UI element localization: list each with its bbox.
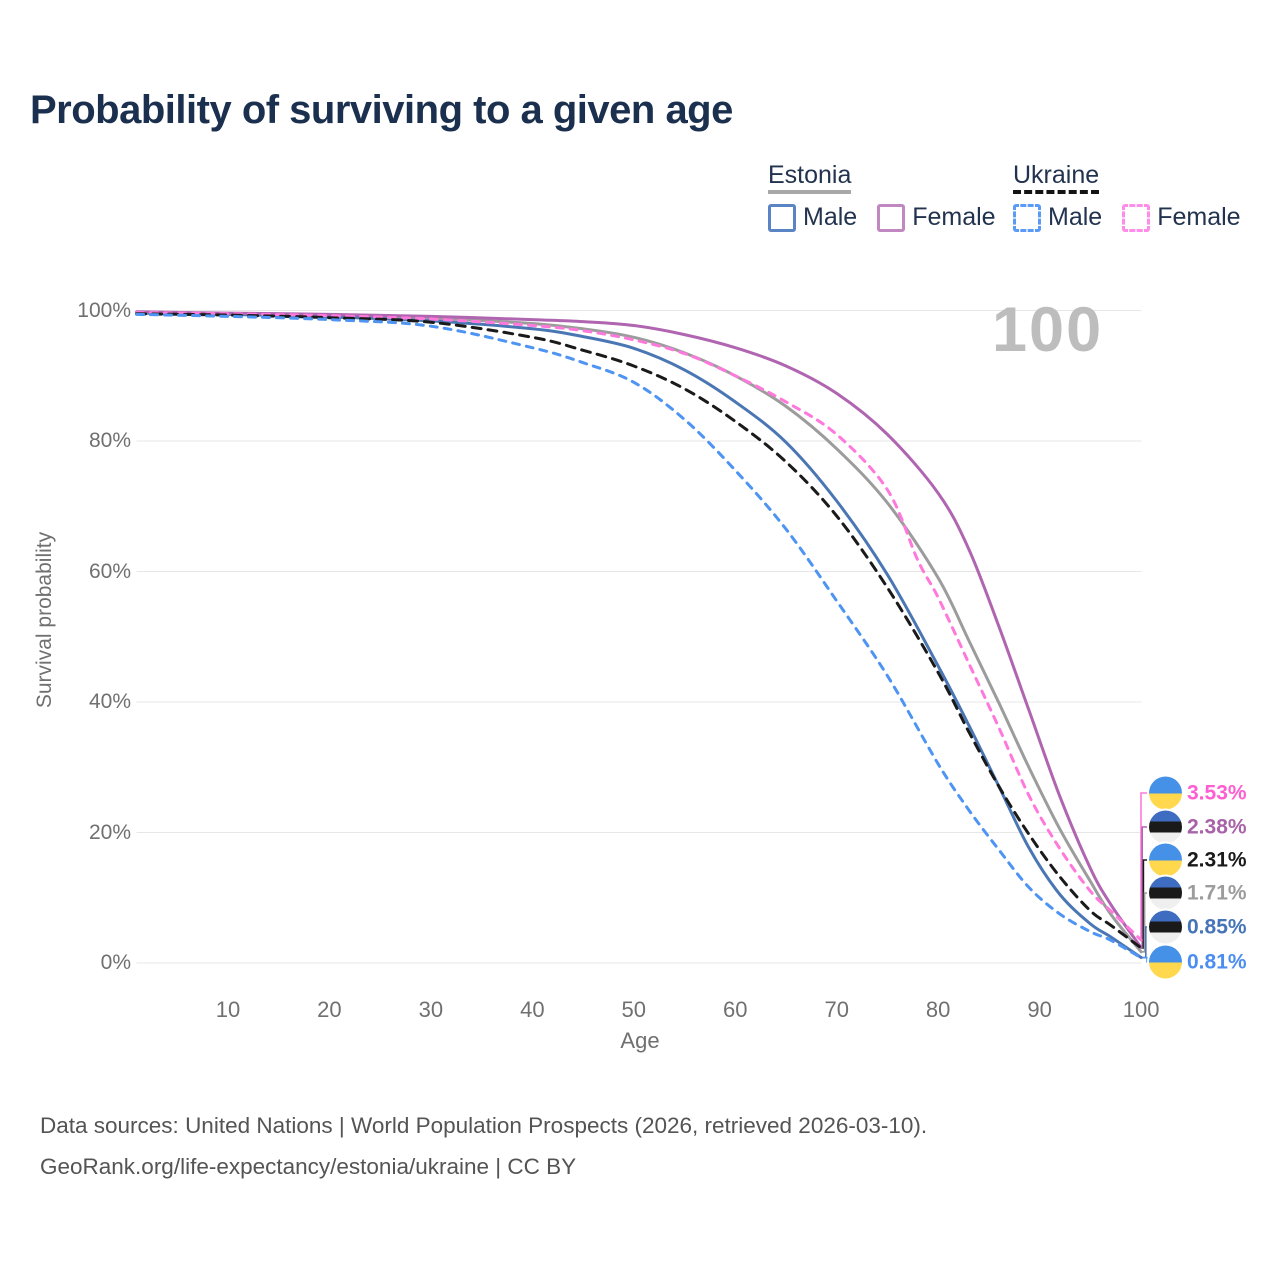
flag-stripe (1149, 962, 1182, 979)
data-sources-line: Data sources: United Nations | World Pop… (40, 1113, 928, 1138)
legend-header-estonia[interactable]: Estonia (768, 162, 852, 195)
x-tick-20: 20 (317, 997, 342, 1022)
legend-checkbox-ukraine-male[interactable] (1013, 203, 1041, 232)
footer: Data sources: United Nations | World Pop… (40, 1106, 927, 1187)
page-title: Probability of surviving to a given age (30, 88, 733, 132)
legend-row: Male Female (768, 203, 1016, 232)
flag-stripe (1149, 843, 1182, 860)
estonia-flag-icon (1149, 876, 1182, 910)
flag-stripe (1149, 860, 1182, 877)
x-axis-label: Age (620, 1028, 660, 1053)
x-tick-60: 60 (723, 997, 748, 1022)
end-value-estonia-both: 1.71% (1187, 881, 1247, 904)
legend-checkbox-estonia-female[interactable] (877, 203, 906, 232)
end-value-estonia-male: 0.85% (1187, 915, 1247, 938)
end-value-ukraine-both: 2.31% (1187, 848, 1247, 871)
legend-label-ukraine-male[interactable]: Male (1048, 203, 1103, 232)
legend-label-estonia-male[interactable]: Male (803, 203, 858, 232)
hover-age-watermark: 100 (992, 295, 1104, 365)
x-tick-10: 10 (215, 997, 241, 1022)
end-label-estonia-both: 1.71% (1149, 876, 1247, 910)
flag-stripe (1149, 932, 1182, 944)
survival-curves (135, 310, 1143, 960)
series-line-ukraine-male[interactable] (135, 312, 1143, 960)
flag-stripe (1149, 921, 1182, 933)
series-line-estonia-female[interactable] (135, 310, 1143, 949)
y-axis-label: Survival probability (33, 531, 56, 709)
y-tick-40: 40% (88, 690, 131, 713)
ukraine-flag-icon (1149, 776, 1182, 810)
y-tick-60: 60% (88, 559, 131, 583)
end-label-ukraine-both: 2.31% (1149, 843, 1247, 877)
legend-group-estonia: Estonia Male Female (768, 162, 1016, 232)
y-tick-20: 20% (88, 820, 131, 844)
end-value-ukraine-male: 0.81% (1187, 950, 1247, 973)
ukraine-flag-icon (1149, 945, 1182, 979)
flag-stripe (1149, 810, 1182, 822)
x-tick-70: 70 (824, 997, 849, 1022)
estonia-flag-icon (1149, 910, 1182, 944)
leader-line-estonia-both (1141, 892, 1152, 953)
y-tick-0: 0% (100, 951, 131, 974)
end-label-estonia-female: 2.38% (1149, 810, 1247, 844)
x-tick-80: 80 (925, 997, 951, 1022)
legend-checkbox-estonia-male[interactable] (768, 203, 796, 232)
flag-stripe (1149, 945, 1182, 962)
x-tick-100: 100 (1122, 997, 1160, 1022)
flag-stripe (1149, 876, 1182, 888)
y-tick-80: 80% (88, 429, 131, 452)
legend-row: Male Female (1013, 203, 1261, 232)
end-label-ukraine-male: 0.81% (1149, 945, 1247, 979)
flag-stripe (1149, 776, 1182, 793)
flag-stripe (1149, 887, 1182, 899)
x-tick-40: 40 (520, 997, 545, 1022)
end-value-estonia-female: 2.38% (1187, 815, 1247, 838)
x-tick-30: 30 (418, 997, 444, 1022)
x-tick-90: 90 (1027, 997, 1052, 1022)
flag-stripe (1149, 821, 1182, 833)
leader-line-ukraine-female (1140, 792, 1152, 940)
flag-stripe (1149, 898, 1182, 910)
series-line-ukraine-female[interactable] (135, 311, 1143, 942)
end-label-estonia-male: 0.85% (1149, 910, 1247, 944)
legend-group-ukraine: Ukraine Male Female (1013, 162, 1261, 232)
end-label-ukraine-female: 3.53% (1149, 776, 1247, 810)
flag-stripe (1149, 793, 1182, 810)
attribution-line: GeoRank.org/life-expectancy/estonia/ukra… (40, 1153, 577, 1179)
y-tick-100: 100% (77, 298, 131, 322)
end-value-ukraine-female: 3.53% (1187, 781, 1247, 804)
series-line-ukraine-both[interactable] (135, 312, 1143, 950)
ukraine-flag-icon (1149, 843, 1182, 877)
x-tick-50: 50 (621, 997, 647, 1022)
gridlines (136, 310, 1142, 964)
flag-stripe (1149, 832, 1182, 844)
legend-label-ukraine-female[interactable]: Female (1157, 203, 1241, 232)
legend-checkbox-ukraine-female[interactable] (1122, 203, 1151, 232)
legend-label-estonia-female[interactable]: Female (912, 203, 996, 232)
estonia-flag-icon (1149, 810, 1182, 844)
series-line-estonia-both[interactable] (135, 311, 1143, 954)
legend-header-ukraine[interactable]: Ukraine (1013, 162, 1100, 195)
series-line-estonia-male[interactable] (135, 311, 1143, 959)
flag-stripe (1149, 910, 1182, 922)
